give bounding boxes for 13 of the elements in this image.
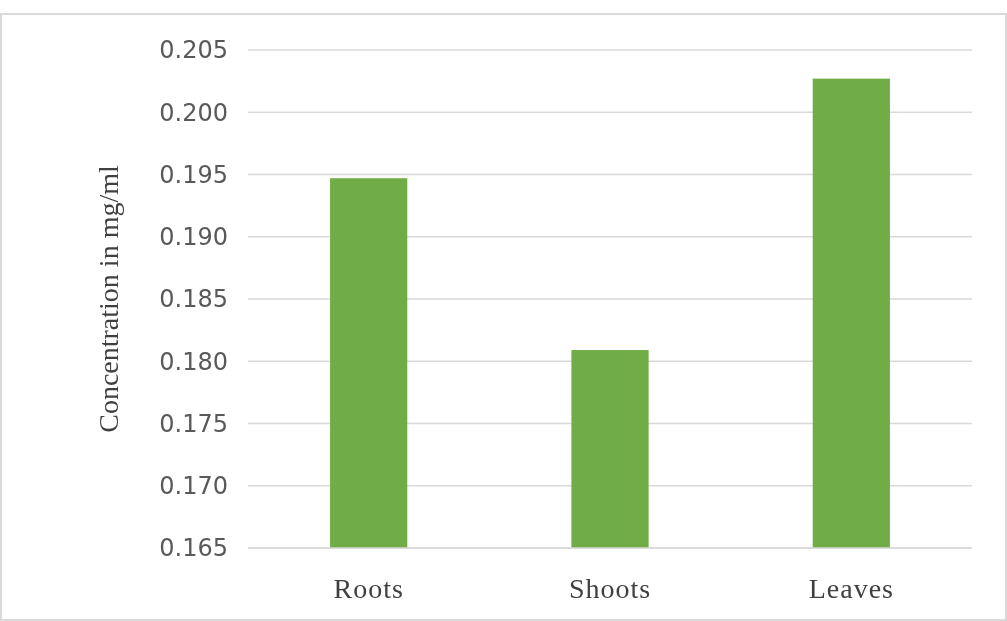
y-tick-label: 0.165 (159, 534, 228, 563)
x-tick-label: Roots (333, 573, 404, 604)
x-tick-label: Shoots (568, 573, 652, 604)
y-tick-label: 0.205 (159, 36, 228, 65)
y-tick-label: 0.180 (159, 347, 228, 376)
x-tick-label: Leaves (808, 573, 894, 604)
y-tick-label: 0.195 (159, 160, 228, 189)
y-tick-label: 0.170 (159, 472, 228, 501)
y-tick-label: 0.175 (159, 409, 228, 438)
y-axis-title: Concentration in mg/ml (93, 165, 124, 433)
y-tick-label: 0.200 (159, 98, 228, 127)
y-tick-label: 0.190 (159, 223, 228, 252)
y-tick-label: 0.185 (159, 285, 228, 314)
